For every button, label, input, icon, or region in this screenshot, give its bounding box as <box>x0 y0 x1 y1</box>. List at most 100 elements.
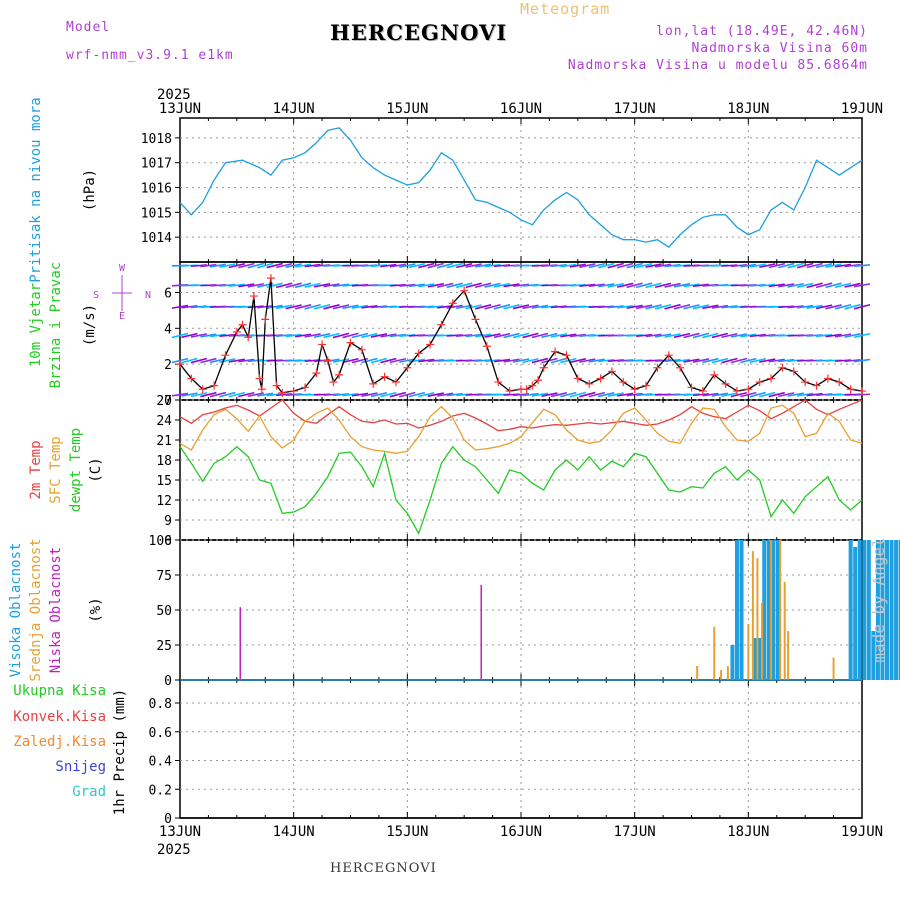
wind-vector <box>853 332 871 339</box>
x-tick-label-bottom: 15JUN <box>386 824 428 840</box>
wind-vector <box>673 358 691 363</box>
wind-vector <box>834 263 852 268</box>
y-tick-label: 0 <box>164 674 172 689</box>
wind-vector <box>313 332 331 339</box>
x-tick-label-bottom: 19JUN <box>841 824 883 840</box>
gust-marker <box>732 387 741 396</box>
wind-vector <box>522 357 539 364</box>
wind-vector <box>617 392 634 397</box>
gust-marker <box>721 379 730 388</box>
cloud-bar <box>753 638 758 680</box>
wind-vector <box>399 391 416 398</box>
wind-unit-label: (m/s) <box>82 304 98 346</box>
wind-vector <box>238 283 255 288</box>
wind-vector <box>635 263 653 269</box>
gust-marker <box>176 360 184 369</box>
cloud-bar <box>848 540 853 680</box>
gust-marker <box>460 286 469 295</box>
gust-marker <box>187 374 196 383</box>
wind-vector <box>740 357 757 364</box>
wind-vector <box>276 262 293 269</box>
wind-vector <box>427 392 444 397</box>
wind-vector <box>844 333 861 338</box>
model-label: Model <box>66 20 111 35</box>
wind-vector <box>579 263 596 268</box>
wind-vector <box>569 358 587 364</box>
wind-vector <box>200 333 217 338</box>
wind-vector <box>247 392 264 398</box>
y-tick-label: 18 <box>156 454 172 469</box>
gust-marker <box>698 387 707 396</box>
wind-vector <box>276 304 293 310</box>
wind-vector <box>512 358 530 363</box>
wind-vector <box>569 333 586 338</box>
y-tick-label: 21 <box>156 434 172 449</box>
wind-vector <box>380 333 397 338</box>
wind-vector <box>740 391 757 398</box>
wind-vector <box>834 282 852 289</box>
wind-vector <box>427 282 444 288</box>
gust-marker <box>767 374 776 383</box>
wind-vector <box>759 391 776 398</box>
wind-vector <box>588 262 605 269</box>
wind-vector <box>541 305 558 309</box>
gust-marker <box>522 385 531 394</box>
wind-vector <box>332 393 350 397</box>
wind-vector <box>342 332 359 339</box>
wind-vector <box>209 333 226 338</box>
wind-vector <box>399 263 416 268</box>
wind-vector <box>721 332 738 339</box>
cloud-bar <box>779 540 782 680</box>
y-tick-label: 100 <box>149 534 172 549</box>
wind-vector <box>418 392 435 398</box>
gust-marker <box>585 379 594 388</box>
wind-vector <box>342 357 359 364</box>
wind-vector <box>219 283 236 287</box>
wind-vector <box>683 283 700 288</box>
wind-vector <box>607 282 624 288</box>
wind-vector <box>304 303 321 310</box>
cloud-bar <box>770 540 773 680</box>
panel-frame <box>179 679 863 819</box>
wind-vector <box>484 359 501 363</box>
wind-vector <box>399 283 416 287</box>
wind-vector <box>228 263 246 269</box>
wind-vector <box>721 357 738 364</box>
wind-vector <box>276 334 293 337</box>
pressure-unit-label: (hPa) <box>82 169 98 211</box>
wind-vector <box>446 392 463 397</box>
wind-vector <box>332 358 350 363</box>
wind-vector <box>702 304 719 310</box>
temp-2m-label: 2m Temp <box>28 440 44 499</box>
wind-vector <box>455 282 473 289</box>
gust-marker <box>630 385 639 394</box>
wind-vector <box>797 392 814 397</box>
wind-vector <box>399 358 416 363</box>
cloud-bar <box>894 540 899 680</box>
wind-vector <box>257 305 274 309</box>
temp-unit-label: (C) <box>88 457 104 482</box>
wind-vector <box>711 332 729 339</box>
wind-vector <box>408 391 425 398</box>
wind-vector <box>446 262 463 269</box>
gust-marker <box>778 363 787 372</box>
gust-marker <box>653 363 662 372</box>
year-label-bottom: 2025 <box>157 842 191 858</box>
x-tick-label-top: 16JUN <box>500 101 542 117</box>
wind-vector <box>853 303 871 310</box>
compass-label-s: S <box>93 290 99 301</box>
wind-vector <box>778 283 795 288</box>
cloud-bar <box>853 547 858 680</box>
wind-vector <box>664 263 681 268</box>
wind-vector <box>825 333 842 338</box>
y-tick-label: 2 <box>164 358 172 373</box>
model-name: wrf-nmm_v3.9.1 e1km <box>66 48 234 63</box>
wind-vector <box>181 392 198 397</box>
wind-vector <box>474 333 492 338</box>
gust-marker <box>858 387 866 396</box>
wind-vector <box>437 392 454 397</box>
wind-vector <box>493 332 511 339</box>
gust-marker <box>278 388 287 397</box>
gust-marker <box>323 356 332 365</box>
x-tick-label-bottom: 18JUN <box>727 824 769 840</box>
